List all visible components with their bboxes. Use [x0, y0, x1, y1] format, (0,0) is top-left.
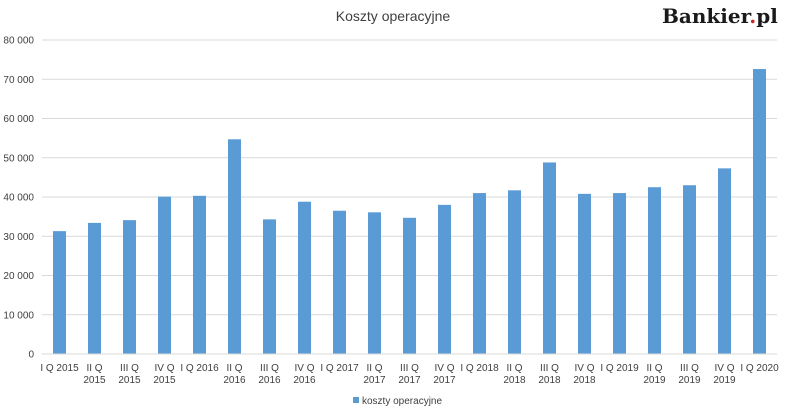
x-tick-label: I Q 2019: [600, 363, 639, 374]
bar: [473, 193, 486, 354]
x-tick-label: II Q 2017: [363, 363, 386, 386]
brand-logo-dot: .: [749, 4, 756, 28]
x-tick-label: II Q 2018: [503, 363, 526, 386]
y-tick-label: 10 000: [3, 310, 34, 321]
legend-label: koszty operacyjne: [362, 396, 442, 407]
x-axis: I Q 2015 II Q 2015 III Q 2015 IV Q 2015 I Q 201…: [40, 353, 779, 386]
bar: [508, 190, 521, 354]
x-tick-label: III Q 2015: [118, 363, 141, 386]
bar: [683, 185, 696, 354]
x-tick-label: IV Q 2017: [433, 363, 456, 386]
x-tick-label: IV Q 2018: [573, 363, 596, 386]
bars-layer: [53, 69, 766, 355]
y-tick-label: 30 000: [3, 232, 34, 243]
brand-logo-tld: pl: [756, 4, 778, 28]
x-tick-label: III Q 2019: [678, 363, 701, 386]
bar: [123, 220, 136, 354]
x-tick-label: I Q 2016: [180, 363, 219, 374]
bar: [403, 217, 416, 354]
x-tick-label: I Q 2018: [460, 363, 499, 374]
brand-logo-main: Bankier: [662, 4, 752, 28]
x-tick-label: III Q 2016: [258, 363, 281, 386]
x-tick-label: I Q 2015: [40, 363, 79, 374]
bar: [298, 201, 311, 354]
y-tick-label: 70 000: [3, 75, 34, 86]
chart-title: Koszty operacyjne: [336, 8, 451, 24]
x-tick-label: II Q 2015: [83, 363, 106, 386]
legend-swatch: [353, 397, 359, 403]
bar: [578, 193, 591, 354]
bar: [193, 195, 206, 354]
y-tick-label: 80 000: [3, 36, 34, 47]
bar: [228, 139, 241, 354]
x-tick-label: I Q 2020: [740, 363, 779, 374]
x-tick-label: III Q 2018: [538, 363, 561, 386]
y-tick-label: 20 000: [3, 271, 34, 282]
bar: [368, 212, 381, 354]
x-tick-label: IV Q 2019: [713, 363, 736, 386]
bar: [158, 196, 171, 354]
y-tick-label: 60 000: [3, 114, 34, 125]
bar: [88, 222, 101, 354]
legend: koszty operacyjne: [353, 396, 442, 407]
brand-logo: Bankier.pl: [662, 4, 778, 28]
x-tick-label: II Q 2019: [643, 363, 666, 386]
bar: [53, 231, 66, 354]
x-tick-label: II Q 2016: [223, 363, 246, 386]
y-tick-label: 40 000: [3, 193, 34, 204]
bar: [438, 204, 451, 354]
y-tick-label: 0: [28, 350, 34, 361]
bar: [613, 193, 626, 354]
x-tick-label: IV Q 2016: [293, 363, 316, 386]
y-axis: 0 10 000 20 000 30 000 40 000 50 000 60 000 70 …: [3, 36, 34, 361]
bar: [753, 69, 766, 355]
x-tick-label: III Q 2017: [398, 363, 421, 386]
bar: [263, 219, 276, 354]
y-tick-label: 50 000: [3, 153, 34, 164]
bar: [718, 168, 731, 354]
x-tick-label: IV Q 2015: [153, 363, 176, 386]
svg-text:Bankier.pl: Bankier.pl: [662, 4, 778, 28]
bar: [648, 187, 661, 354]
bar: [543, 162, 556, 354]
bar: [333, 210, 346, 354]
x-tick-label: I Q 2017: [320, 363, 359, 374]
